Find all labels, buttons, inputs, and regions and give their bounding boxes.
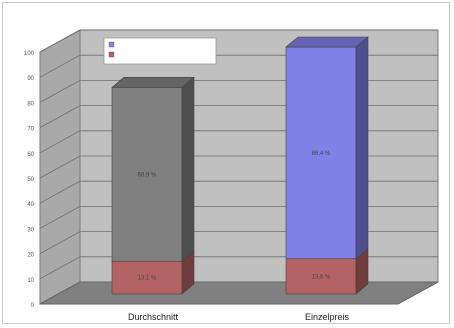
bar-front (111, 87, 183, 262)
bar-top (285, 36, 369, 48)
bar-top (111, 77, 195, 88)
y-tick-label: 60 (27, 152, 34, 158)
legend-swatch (108, 41, 115, 48)
y-tick-label: 40 (27, 202, 34, 208)
legend-swatch (108, 51, 115, 58)
data-label: 13,1 % (138, 276, 157, 282)
gridline (39, 29, 438, 53)
y-tick-label: 10 (27, 278, 34, 284)
y-tick-label: 50 (27, 177, 34, 183)
data-label: 68,9 % (138, 172, 157, 178)
x-tick-label: Durchschnitt (128, 312, 179, 322)
floor (39, 281, 439, 305)
legend-box (103, 37, 217, 65)
bar-front (285, 46, 357, 260)
y-tick-label: 70 (27, 127, 34, 133)
bar-front (285, 258, 357, 295)
y-tick-label: 0 (31, 303, 35, 309)
bar-side (355, 36, 369, 260)
y-tick-label: 100 (24, 51, 35, 57)
y-tick-label: 30 (27, 227, 34, 233)
x-tick-label: Einzelpreis (305, 312, 350, 322)
y-tick-label: 90 (27, 76, 34, 82)
y-tick-label: 20 (27, 253, 34, 259)
bar-side (181, 76, 195, 262)
data-label: 13,6 % (312, 274, 331, 280)
data-label: 86,4 % (312, 151, 331, 157)
y-tick-label: 80 (27, 101, 34, 107)
